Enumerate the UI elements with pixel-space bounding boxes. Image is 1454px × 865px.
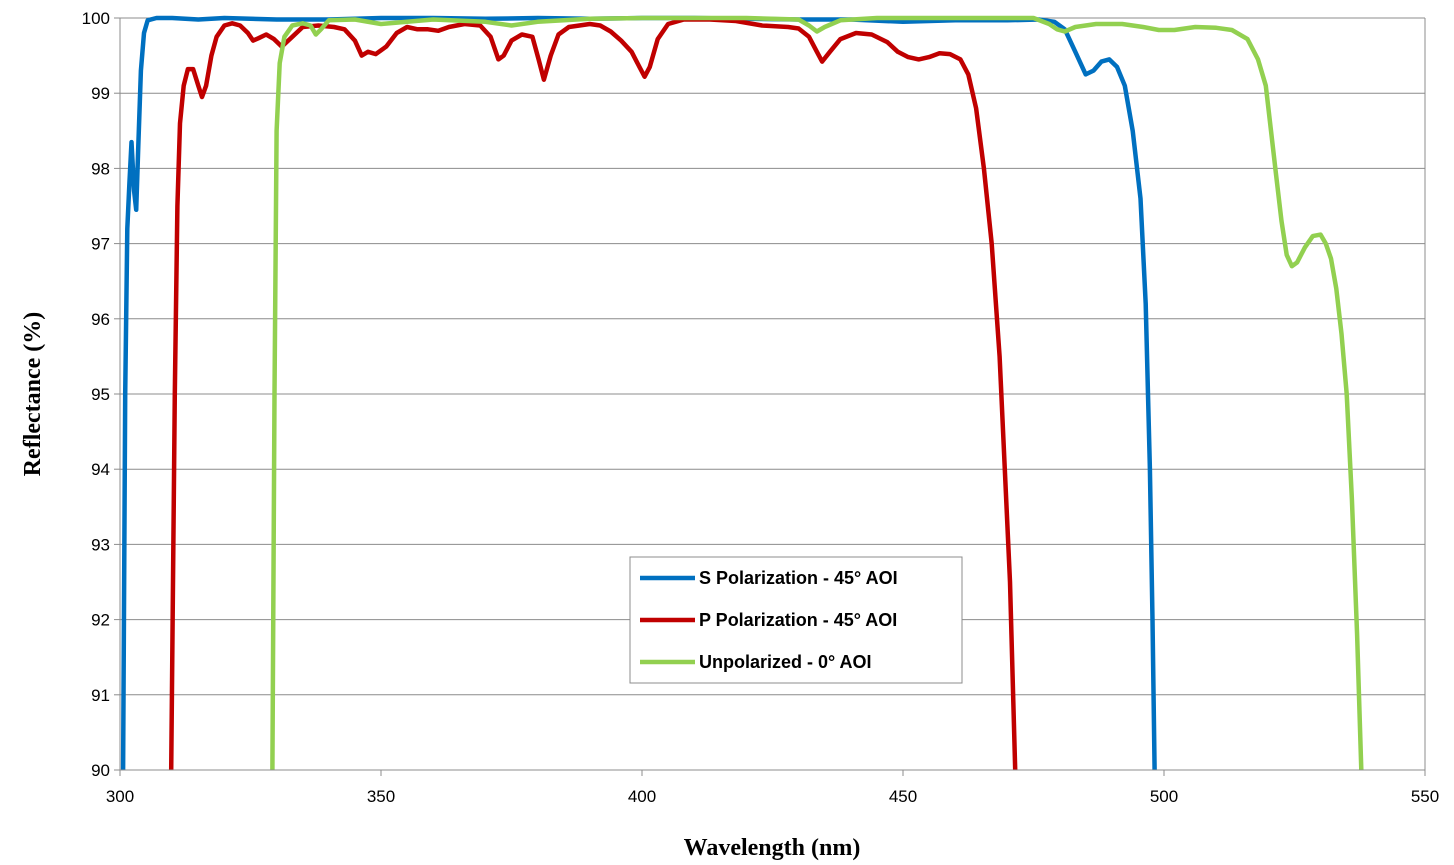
y-tick-label: 94 <box>91 460 110 479</box>
y-tick-label: 95 <box>91 385 110 404</box>
x-tick-label: 550 <box>1411 787 1439 806</box>
y-tick-label: 93 <box>91 535 110 554</box>
y-tick-label: 100 <box>82 9 110 28</box>
tick-labels: 90 91 92 93 94 95 96 97 98 99 100 300 350 400 450 500 55… <box>82 9 1440 806</box>
y-tick-label: 99 <box>91 84 110 103</box>
y-tick-label: 96 <box>91 310 110 329</box>
legend-label: P Polarization - 45° AOI <box>699 610 897 630</box>
x-tick-label: 450 <box>889 787 917 806</box>
legend: S Polarization - 45° AOI P Polarization -… <box>629 556 963 684</box>
series-line-2 <box>168 17 1018 770</box>
y-tick-label: 90 <box>91 761 110 780</box>
x-tick-label: 350 <box>367 787 395 806</box>
y-axis-title: Reflectance (%) <box>20 312 46 477</box>
series-line-3 <box>270 15 1364 770</box>
y-tick-label: 97 <box>91 235 110 254</box>
x-tick-label: 400 <box>628 787 656 806</box>
x-tick-label: 300 <box>106 787 134 806</box>
legend-label: S Polarization - 45° AOI <box>699 568 898 588</box>
x-tick-label: 500 <box>1150 787 1178 806</box>
axes <box>114 17 1426 776</box>
x-axis-title: Wavelength (nm) <box>684 835 861 861</box>
y-tick-label: 92 <box>91 611 110 630</box>
y-tick-label: 91 <box>91 686 110 705</box>
y-tick-label: 98 <box>91 159 110 178</box>
legend-label: Unpolarized - 0° AOI <box>699 652 872 672</box>
series-lines <box>120 15 1364 770</box>
